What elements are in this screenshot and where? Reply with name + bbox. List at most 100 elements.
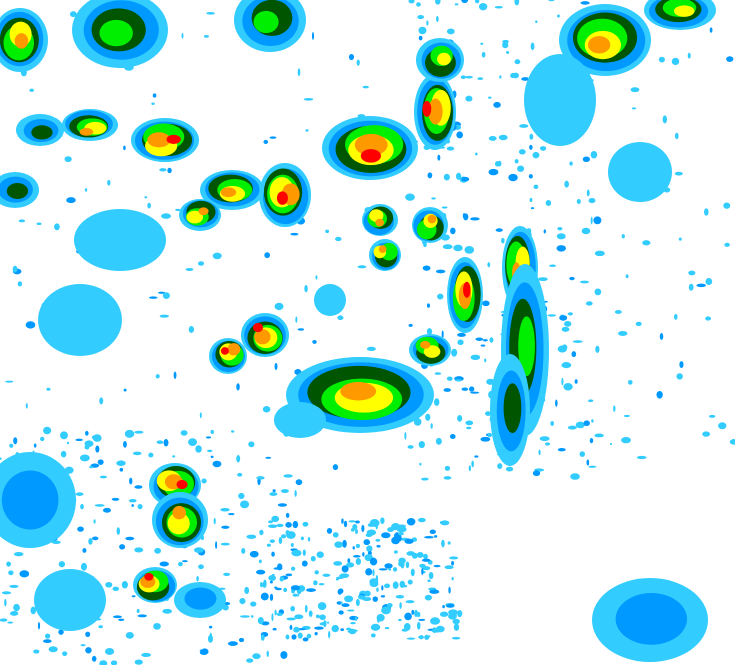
precip-speck: [348, 53, 355, 61]
precip-speck: [658, 56, 665, 63]
precip-speck: [285, 512, 290, 518]
precip-speck: [341, 518, 344, 524]
intensity-band: [34, 569, 106, 631]
intensity-band: [227, 343, 241, 356]
precip-speck: [376, 615, 380, 623]
precip-speck: [424, 535, 434, 539]
precip-speck: [388, 567, 392, 571]
precip-speck: [477, 77, 484, 81]
precip-speck: [297, 68, 301, 77]
precip-speck: [678, 237, 682, 241]
precip-speck: [268, 574, 276, 582]
precip-speck: [708, 414, 716, 418]
precip-speck: [451, 576, 454, 581]
precip-speck: [451, 636, 461, 640]
precip-speck: [285, 573, 293, 577]
precip-speck: [540, 146, 547, 151]
precip-speck: [621, 436, 631, 444]
intensity-band: [6, 183, 29, 200]
precip-speck: [244, 586, 250, 595]
precip-speck: [529, 133, 534, 140]
precip-speck: [289, 624, 293, 631]
precip-speck: [220, 508, 230, 512]
precip-speck: [295, 316, 298, 323]
precip-speck: [112, 586, 120, 591]
storm-cell: [209, 338, 247, 374]
intensity-band: [254, 329, 271, 345]
precip-speck: [195, 445, 202, 453]
precip-speck: [408, 0, 415, 4]
precip-speck: [40, 436, 45, 442]
precip-speck: [364, 590, 371, 597]
precip-speck: [48, 646, 58, 653]
precip-speck: [251, 615, 254, 618]
precip-speck: [286, 617, 296, 621]
precip-speck: [0, 618, 8, 622]
precip-speck: [159, 168, 167, 172]
precip-speck: [343, 520, 348, 528]
precip-speck: [134, 430, 144, 434]
precip-speck: [162, 608, 172, 614]
precip-speck: [586, 189, 590, 197]
precip-speck: [576, 198, 581, 204]
precip-speck: [308, 610, 313, 617]
precip-speck: [449, 556, 459, 560]
precip-speck: [475, 337, 484, 341]
intensity-band: [14, 33, 29, 49]
precip-speck: [341, 603, 350, 608]
precip-speck: [514, 59, 521, 65]
precip-speck: [161, 213, 171, 219]
intensity-band: [354, 133, 388, 156]
intensity-band: [220, 187, 237, 198]
intensity-band: [463, 281, 471, 298]
precip-speck: [557, 14, 560, 18]
precip-speck: [517, 165, 525, 172]
precip-speck: [586, 459, 590, 466]
precip-speck: [210, 455, 214, 459]
precip-speck: [37, 621, 41, 630]
precip-speck: [381, 532, 391, 539]
precip-speck: [12, 265, 18, 273]
precip-speck: [275, 587, 282, 591]
precip-speck: [331, 624, 339, 633]
precip-speck: [6, 561, 11, 567]
precip-speck: [442, 605, 445, 609]
precip-speck: [134, 547, 144, 553]
precip-speck: [369, 580, 379, 588]
precip-speck: [495, 161, 500, 167]
precip-speck: [157, 291, 166, 294]
storm-cell: [241, 313, 289, 357]
precip-speck: [352, 555, 361, 558]
precip-speck: [256, 569, 266, 575]
precip-speck: [421, 477, 429, 481]
precip-speck: [464, 245, 475, 254]
precip-speck: [355, 528, 358, 534]
precip-speck: [595, 345, 600, 353]
intensity-band: [422, 100, 432, 117]
precip-speck: [302, 637, 309, 642]
precip-speck: [363, 539, 371, 546]
precip-speck: [399, 602, 402, 609]
precip-speck: [313, 580, 318, 586]
precip-speck: [561, 326, 570, 332]
precip-speck: [488, 168, 499, 176]
precip-speck: [528, 174, 533, 179]
precip-speck: [426, 20, 429, 26]
precip-speck: [589, 437, 594, 444]
precip-speck: [9, 584, 19, 588]
precip-speck: [298, 615, 303, 619]
precip-speck: [315, 275, 318, 280]
precip-speck: [246, 534, 257, 539]
precip-speck: [4, 598, 7, 607]
precip-speck: [393, 550, 398, 554]
precip-speck: [283, 474, 293, 478]
intensity-band: [172, 505, 186, 520]
precip-speck: [455, 379, 462, 382]
precip-speck: [85, 430, 89, 436]
precip-speck: [207, 449, 213, 453]
precip-speck: [493, 101, 501, 108]
intensity-band: [74, 209, 166, 271]
precip-speck: [198, 564, 204, 570]
precip-speck: [518, 149, 526, 155]
precip-speck: [167, 167, 172, 174]
